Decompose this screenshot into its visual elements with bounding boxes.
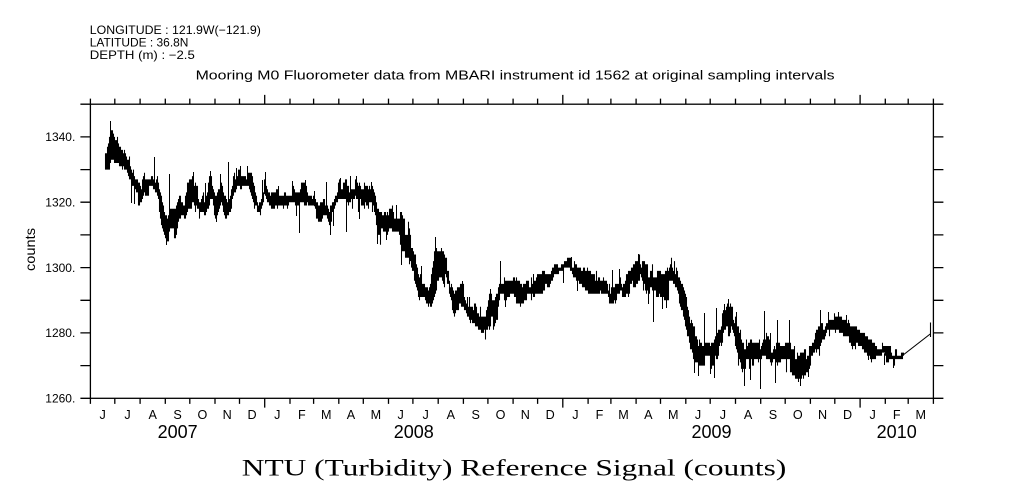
svg-text:J: J — [695, 408, 701, 422]
svg-text:M: M — [618, 408, 629, 422]
svg-text:DEPTH (m) : −2.5: DEPTH (m) : −2.5 — [90, 49, 196, 62]
svg-text:A: A — [447, 408, 456, 422]
svg-text:2010: 2010 — [877, 422, 917, 442]
svg-text:A: A — [347, 408, 356, 422]
svg-text:J: J — [398, 408, 404, 422]
svg-text:Mooring M0 Fluorometer data fr: Mooring M0 Fluorometer data from MBARI i… — [196, 68, 835, 82]
svg-text:A: A — [744, 408, 753, 422]
svg-text:M: M — [321, 408, 332, 422]
svg-text:O: O — [496, 408, 506, 422]
svg-text:2007: 2007 — [158, 422, 198, 442]
svg-text:N: N — [223, 408, 232, 422]
svg-text:M: M — [668, 408, 679, 422]
svg-text:D: D — [546, 408, 555, 422]
svg-text:1300.: 1300. — [45, 262, 75, 275]
svg-text:1260.: 1260. — [45, 393, 75, 406]
svg-text:O: O — [793, 408, 803, 422]
svg-text:S: S — [769, 408, 777, 422]
svg-text:1340.: 1340. — [45, 131, 75, 144]
svg-text:D: D — [843, 408, 852, 422]
svg-text:M: M — [371, 408, 382, 422]
svg-text:2009: 2009 — [691, 422, 731, 442]
svg-text:LATITUDE : 36.8N: LATITUDE : 36.8N — [90, 37, 189, 50]
svg-text:N: N — [521, 408, 530, 422]
svg-text:J: J — [572, 408, 578, 422]
svg-text:1280.: 1280. — [45, 327, 75, 340]
svg-text:D: D — [248, 408, 257, 422]
svg-text:A: A — [148, 408, 157, 422]
svg-text:J: J — [720, 408, 726, 422]
svg-text:LONGITUDE : 121.9W(−121.9): LONGITUDE : 121.9W(−121.9) — [90, 24, 261, 37]
svg-text:J: J — [124, 408, 130, 422]
svg-text:J: J — [274, 408, 280, 422]
svg-text:F: F — [298, 408, 306, 422]
svg-text:F: F — [893, 408, 901, 422]
svg-text:1320.: 1320. — [45, 196, 75, 209]
svg-text:O: O — [198, 408, 208, 422]
svg-text:J: J — [99, 408, 105, 422]
svg-text:J: J — [870, 408, 876, 422]
svg-text:S: S — [471, 408, 479, 422]
svg-text:A: A — [644, 408, 653, 422]
svg-text:M: M — [916, 408, 927, 422]
svg-text:NTU (Turbidity) Reference Sign: NTU (Turbidity) Reference Signal (counts… — [242, 455, 787, 480]
svg-text:S: S — [173, 408, 181, 422]
svg-text:2008: 2008 — [394, 422, 434, 442]
svg-text:F: F — [596, 408, 604, 422]
svg-text:N: N — [818, 408, 827, 422]
svg-text:counts: counts — [22, 228, 38, 271]
svg-text:J: J — [422, 408, 428, 422]
